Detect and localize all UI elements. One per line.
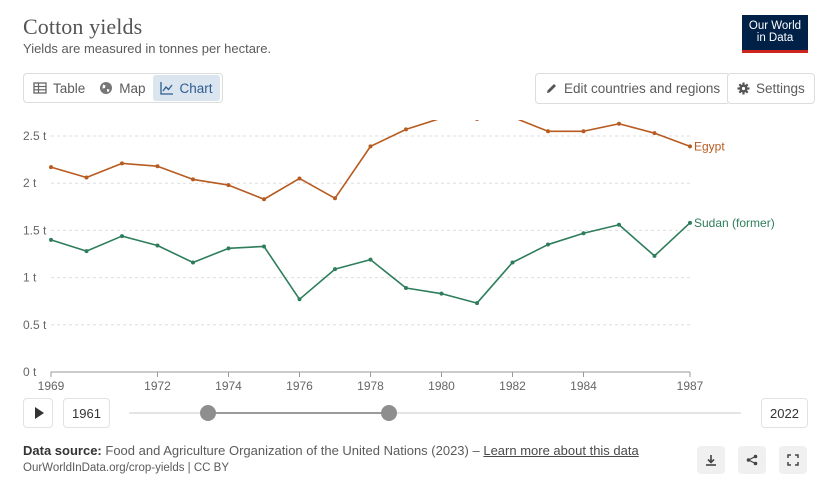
series-point bbox=[333, 196, 337, 201]
series-point bbox=[120, 161, 124, 166]
tab-chart[interactable]: Chart bbox=[152, 75, 220, 101]
tab-table-label: Table bbox=[53, 80, 86, 96]
series-point bbox=[581, 231, 586, 236]
series-point bbox=[652, 131, 657, 136]
settings-label: Settings bbox=[756, 81, 805, 96]
series-point bbox=[297, 297, 302, 302]
series-point bbox=[120, 234, 124, 239]
edit-countries-button[interactable]: Edit countries and regions bbox=[535, 73, 731, 104]
series-point bbox=[581, 129, 586, 134]
series-point bbox=[333, 267, 337, 272]
series-point bbox=[191, 177, 195, 182]
series-point bbox=[617, 222, 621, 227]
download-icon bbox=[706, 455, 716, 466]
tab-chart-label: Chart bbox=[179, 80, 213, 96]
series-point bbox=[191, 260, 195, 265]
series-point bbox=[155, 243, 160, 248]
series-point bbox=[368, 257, 373, 262]
tab-table[interactable]: Table bbox=[26, 75, 92, 101]
x-tick-label: 1969 bbox=[38, 379, 65, 393]
download-button[interactable] bbox=[697, 446, 725, 474]
share-button[interactable] bbox=[738, 446, 766, 474]
y-tick-label: 2 t bbox=[23, 176, 37, 190]
fullscreen-icon bbox=[787, 454, 799, 466]
timeline-end-handle[interactable] bbox=[381, 405, 397, 421]
source-text: Food and Agriculture Organization of the… bbox=[105, 443, 480, 458]
timeline-selected-range bbox=[209, 412, 389, 414]
series-point bbox=[475, 120, 479, 122]
series-point bbox=[510, 260, 515, 265]
table-icon bbox=[33, 82, 47, 94]
series-label: Sudan (former) bbox=[694, 216, 775, 230]
logo-line-1: Our World bbox=[748, 20, 802, 32]
y-tick-label: 1 t bbox=[23, 271, 37, 285]
series-point bbox=[546, 242, 550, 247]
series-point bbox=[688, 220, 692, 225]
x-tick-label: 1984 bbox=[570, 379, 597, 393]
timeline-start-year[interactable]: 1961 bbox=[63, 398, 110, 428]
logo-line-2: in Data bbox=[756, 32, 794, 44]
x-tick-label: 1980 bbox=[428, 379, 455, 393]
series-point bbox=[226, 246, 231, 251]
line-chart-icon bbox=[159, 82, 173, 95]
data-source: Data source: Food and Agriculture Organi… bbox=[23, 443, 639, 458]
series-point bbox=[49, 237, 53, 242]
logo-bar bbox=[742, 50, 808, 53]
series-label: Egypt bbox=[694, 139, 725, 153]
edit-countries-label: Edit countries and regions bbox=[564, 81, 721, 96]
x-tick-label: 1978 bbox=[357, 379, 384, 393]
timeline-controls: 1961 2022 bbox=[23, 398, 808, 428]
gear-icon bbox=[737, 82, 750, 95]
timeline-track[interactable] bbox=[129, 412, 741, 414]
series-point bbox=[262, 244, 266, 249]
owid-logo[interactable]: Our World in Data bbox=[742, 15, 808, 53]
tab-map-label: Map bbox=[119, 80, 146, 96]
series-point bbox=[404, 285, 408, 290]
x-tick-label: 1987 bbox=[677, 379, 704, 393]
series-point bbox=[404, 127, 408, 132]
series-point bbox=[546, 129, 550, 134]
x-tick-label: 1974 bbox=[215, 379, 242, 393]
y-tick-label: 1.5 t bbox=[23, 223, 47, 237]
series-line-0 bbox=[50, 120, 691, 201]
series-point bbox=[262, 197, 266, 202]
x-tick-label: 1972 bbox=[144, 379, 171, 393]
y-tick-label: 0.5 t bbox=[23, 318, 47, 332]
source-label: Data source: bbox=[23, 443, 102, 458]
chart-title: Cotton yields bbox=[23, 14, 143, 39]
series-point bbox=[84, 175, 89, 180]
view-tabs: Table Map Chart bbox=[23, 73, 223, 103]
share-icon bbox=[746, 454, 758, 466]
chart-subtitle: Yields are measured in tonnes per hectar… bbox=[23, 41, 272, 56]
settings-button[interactable]: Settings bbox=[727, 73, 815, 104]
series-point bbox=[297, 176, 302, 181]
series-point bbox=[49, 165, 53, 170]
play-button[interactable] bbox=[23, 398, 53, 428]
tab-map[interactable]: Map bbox=[92, 75, 152, 101]
series-point bbox=[84, 249, 89, 254]
x-tick-label: 1976 bbox=[286, 379, 313, 393]
fullscreen-button[interactable] bbox=[779, 446, 807, 474]
chart-url: OurWorldInData.org/crop-yields | CC BY bbox=[23, 462, 230, 474]
line-chart: 0 t 0.5 t 1 t 1.5 t 2 t 2.5 t 1969 1972 1974 1976… bbox=[23, 120, 775, 393]
series-point bbox=[617, 121, 621, 126]
series-point bbox=[652, 253, 657, 258]
series-point bbox=[155, 164, 160, 169]
series-point bbox=[368, 144, 373, 149]
series-line-1 bbox=[50, 222, 691, 304]
pencil-icon bbox=[547, 84, 556, 93]
series-point bbox=[688, 144, 692, 149]
y-tick-label: 0 t bbox=[23, 365, 37, 379]
x-tick-label: 1982 bbox=[499, 379, 526, 393]
timeline-start-handle[interactable] bbox=[200, 405, 216, 421]
series-point bbox=[439, 291, 444, 296]
series-point bbox=[226, 183, 231, 188]
play-icon bbox=[34, 407, 44, 419]
learn-more-link[interactable]: Learn more about this data bbox=[483, 443, 639, 458]
globe-icon bbox=[100, 82, 113, 94]
y-tick-label: 2.5 t bbox=[23, 129, 47, 143]
series-point bbox=[475, 301, 479, 306]
timeline-end-year[interactable]: 2022 bbox=[761, 398, 808, 428]
